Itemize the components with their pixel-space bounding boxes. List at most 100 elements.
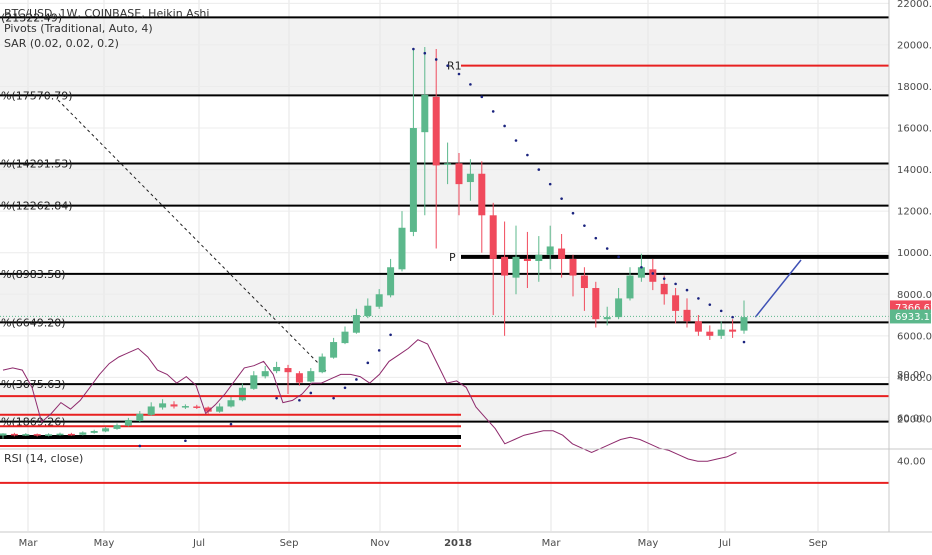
candle-body bbox=[79, 432, 87, 435]
candle-body bbox=[147, 406, 155, 415]
candle-body bbox=[330, 342, 338, 358]
time-tick-label: May bbox=[94, 538, 115, 549]
price-badge-label: 7366.67 bbox=[895, 303, 932, 314]
price-tick-label: 6000.00 bbox=[897, 331, 932, 342]
sar-dot bbox=[662, 277, 666, 280]
candle-body bbox=[466, 173, 474, 183]
candle-body bbox=[352, 315, 360, 333]
sar-dot bbox=[617, 255, 620, 259]
candle-body bbox=[409, 128, 417, 232]
candle-body bbox=[204, 407, 212, 412]
candle-body bbox=[649, 269, 657, 282]
sar-dot bbox=[229, 422, 233, 426]
candle-body bbox=[535, 254, 543, 262]
sar-dot bbox=[651, 272, 655, 275]
candle-body bbox=[478, 173, 486, 216]
candle-body bbox=[660, 283, 668, 295]
candle-body bbox=[193, 406, 201, 408]
candle-body bbox=[341, 331, 349, 344]
legend-symbol: BTC/USD, 1W, COINBASE, Heikin Ashi bbox=[4, 7, 209, 20]
sar-dot bbox=[674, 282, 677, 286]
sar-dot bbox=[423, 51, 427, 55]
time-tick-label: Mar bbox=[542, 538, 562, 549]
sar-dot bbox=[503, 124, 506, 128]
price-tick-label: 4000.00 bbox=[897, 373, 932, 384]
sar-dot bbox=[457, 72, 461, 76]
fib-band bbox=[0, 273, 889, 323]
candle-body bbox=[284, 368, 292, 373]
sar-dot bbox=[184, 439, 187, 443]
candle-body bbox=[318, 356, 326, 373]
candle-body bbox=[637, 267, 645, 278]
candle-body bbox=[273, 366, 281, 372]
candle-body bbox=[523, 258, 531, 262]
candle-body bbox=[216, 406, 224, 412]
candle-body bbox=[45, 434, 53, 436]
candle-body bbox=[0, 433, 7, 436]
sar-dot bbox=[640, 265, 643, 269]
sar-dot bbox=[514, 139, 518, 142]
candle-body bbox=[626, 275, 634, 299]
sar-dot bbox=[275, 396, 278, 400]
pivot-label: P bbox=[449, 251, 456, 264]
sar-dot bbox=[355, 378, 358, 381]
candle-body bbox=[694, 321, 702, 332]
candle-body bbox=[683, 309, 691, 322]
candle-body bbox=[512, 256, 520, 278]
sar-dot bbox=[366, 361, 370, 365]
fib-level-label: %(14291.53) bbox=[1, 158, 73, 171]
sar-dot bbox=[571, 211, 575, 215]
price-tick-label: 16000.00 bbox=[897, 124, 932, 135]
sar-dot bbox=[469, 83, 472, 86]
candle-body bbox=[558, 248, 566, 259]
candle-body bbox=[444, 163, 452, 165]
time-tick-label: Sep bbox=[809, 538, 828, 549]
candle-body bbox=[501, 256, 509, 276]
candle-body bbox=[580, 275, 588, 289]
candle-body bbox=[227, 400, 235, 407]
time-tick-label: Mar bbox=[19, 538, 39, 549]
candle-body bbox=[603, 317, 611, 320]
rsi-tick-label: 40.00 bbox=[897, 457, 926, 468]
candle-body bbox=[113, 425, 121, 429]
legend-sar: SAR (0.02, 0.02, 0.2) bbox=[4, 37, 119, 50]
sar-dot bbox=[412, 47, 415, 51]
candle-body bbox=[250, 375, 258, 389]
fib-level-label: %(8983.58) bbox=[1, 268, 66, 281]
legend-pivots: Pivots (Traditional, Auto, 4) bbox=[4, 22, 153, 35]
candle-body bbox=[261, 371, 269, 377]
candle-body bbox=[136, 413, 144, 422]
sar-dot bbox=[548, 182, 552, 186]
sar-dot bbox=[526, 153, 529, 157]
fib-band bbox=[0, 17, 889, 96]
fib-band bbox=[0, 163, 889, 206]
candle-body bbox=[455, 163, 463, 185]
sar-dot bbox=[298, 398, 301, 402]
sar-dot bbox=[537, 168, 541, 171]
time-tick-label: Sep bbox=[280, 538, 299, 549]
candle-body bbox=[295, 373, 303, 383]
candle-body bbox=[740, 317, 748, 331]
sar-dot bbox=[491, 110, 495, 113]
candle-body bbox=[364, 305, 372, 317]
price-tick-label: 18000.00 bbox=[897, 82, 932, 93]
price-tick-label: 8000.00 bbox=[897, 290, 932, 301]
price-tick-label: 14000.00 bbox=[897, 165, 932, 176]
time-tick-label: Jul bbox=[192, 538, 205, 549]
candle-body bbox=[238, 387, 246, 401]
candle-body bbox=[432, 96, 440, 166]
time-tick-label: May bbox=[638, 538, 659, 549]
price-badge-label: 6933.17 bbox=[895, 312, 932, 323]
projection-line bbox=[754, 259, 802, 318]
sar-dot bbox=[583, 224, 586, 227]
sar-dot bbox=[434, 58, 438, 61]
candle-body bbox=[22, 434, 30, 436]
sar-dot bbox=[480, 95, 484, 99]
candle-body bbox=[592, 288, 600, 320]
sar-dot bbox=[742, 340, 746, 344]
rsi-line bbox=[2, 339, 737, 462]
price-badge bbox=[890, 309, 931, 324]
candle-body bbox=[307, 371, 315, 382]
